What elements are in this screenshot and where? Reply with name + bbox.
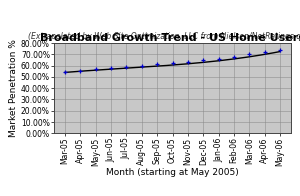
- X-axis label: Month (starting at May 2005): Month (starting at May 2005): [106, 169, 239, 177]
- Y-axis label: Market Penetration %: Market Penetration %: [9, 39, 18, 137]
- Title: Broadband Growth Trend - US Home Users: Broadband Growth Trend - US Home Users: [40, 33, 300, 43]
- Text: (Extrapolated by Web Site Optimization, LLC from Nielsen/NetRatings data): (Extrapolated by Web Site Optimization, …: [28, 32, 300, 41]
